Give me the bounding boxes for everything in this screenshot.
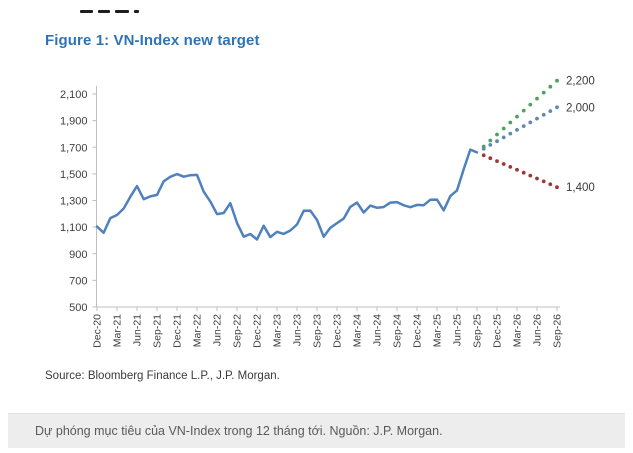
y-tick-label: 1,300 [60, 196, 88, 208]
projection-dot [535, 176, 539, 181]
x-tick-label: Mar-25 [432, 314, 444, 347]
projection-dot [528, 102, 533, 107]
x-tick-label: Jun-23 [292, 314, 304, 346]
x-tick-label: Sep-21 [152, 314, 164, 348]
projection-dot [501, 162, 506, 166]
x-tick-label: Sep-23 [312, 314, 324, 348]
y-tick-label: 1,700 [60, 142, 88, 154]
projection-dot [555, 105, 559, 110]
projection-dot [548, 109, 553, 113]
x-tick-label: Jun-21 [132, 314, 144, 346]
x-tick-label: Mar-21 [112, 314, 124, 347]
x-tick-label: Sep-25 [472, 314, 484, 348]
projection-dot [548, 84, 553, 89]
projection-dot [541, 179, 546, 184]
projection-dot [488, 138, 493, 143]
projection-dot [501, 126, 506, 131]
x-tick-label: Dec-25 [492, 314, 504, 348]
projection-dot [515, 167, 519, 172]
caption-bar: Dự phóng mục tiêu của VN-Index trong 12 … [8, 413, 625, 448]
x-tick-label: Jun-26 [532, 314, 544, 346]
y-tick-label: 700 [69, 275, 87, 287]
x-tick-label: Mar-26 [512, 314, 524, 347]
target-label: 2,000 [566, 102, 595, 114]
x-tick-label: Jun-24 [372, 314, 384, 346]
y-tick-label: 1,100 [60, 222, 88, 234]
projection-dot [535, 96, 539, 101]
projection-dot [501, 135, 506, 140]
projection-dot [541, 90, 546, 95]
projection-dot [528, 120, 533, 125]
projection-dot [528, 173, 533, 178]
projection-dot [508, 120, 513, 125]
y-tick-label: 900 [69, 249, 87, 261]
y-tick-label: 2,100 [60, 89, 88, 101]
x-tick-label: Mar-24 [352, 314, 364, 347]
x-tick-label: Dec-20 [92, 314, 104, 348]
x-tick-label: Sep-22 [232, 314, 244, 348]
x-tick-label: Jun-22 [212, 314, 224, 346]
vn-index-line [95, 148, 479, 241]
projection-dot [521, 124, 526, 128]
x-tick-label: Dec-23 [332, 314, 344, 348]
y-tick-label: 1,500 [60, 169, 88, 181]
projection-dot [521, 108, 526, 113]
chart-canvas: 2,100 1,900 1,700 1,500 1,300 1,100 900 700 500 D… [60, 76, 595, 348]
y-tick-label: 1,900 [60, 116, 88, 128]
projection-dot [488, 143, 493, 147]
projection-dot [535, 116, 539, 121]
projection-dot [508, 131, 513, 136]
x-tick-label: Jun-25 [452, 314, 464, 346]
projection-dot [481, 146, 486, 151]
projection-dot [555, 185, 559, 190]
projection-dot [495, 159, 499, 164]
projection-dot [548, 182, 553, 187]
x-tick-label: Dec-24 [412, 314, 424, 348]
projection-dot [541, 112, 546, 117]
target-label: 2,200 [566, 76, 595, 88]
projection-dot [495, 132, 499, 137]
x-tick-label: Mar-22 [192, 314, 204, 347]
x-tick-label: Dec-21 [172, 314, 184, 348]
projection-dot [481, 153, 486, 158]
figure-title: Figure 1: VN-Index new target [45, 32, 260, 49]
projection-dot [495, 139, 499, 144]
x-tick-label: Sep-24 [392, 314, 404, 348]
projection-dot [515, 114, 519, 119]
projection-dot [488, 156, 493, 161]
cropped-text-fragment [80, 10, 150, 14]
projection-dot [555, 78, 559, 83]
y-tick-label: 500 [69, 302, 87, 314]
x-tick-label: Mar-23 [272, 314, 284, 347]
caption-text: Dự phóng mục tiêu của VN-Index trong 12 … [35, 424, 443, 438]
projection-dot [521, 170, 526, 175]
target-label: 1,400 [566, 182, 595, 194]
projection-dot [515, 127, 519, 132]
x-tick-label: Dec-22 [252, 314, 264, 348]
source-note: Source: Bloomberg Finance L.P., J.P. Mor… [45, 370, 280, 382]
projection-dot [508, 165, 513, 169]
x-tick-label: Sep-26 [552, 314, 564, 348]
